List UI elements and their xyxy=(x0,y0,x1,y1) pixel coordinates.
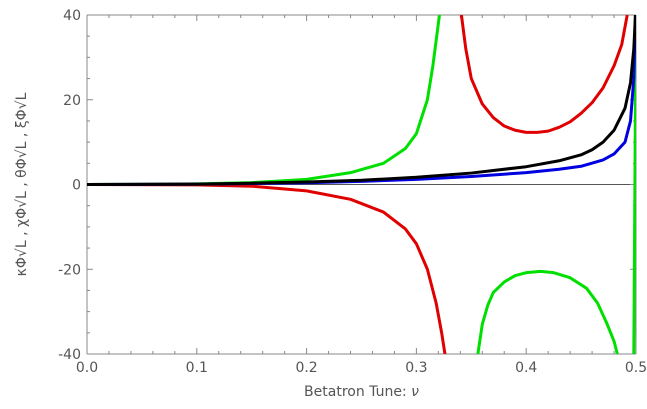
series-1-branch-3 xyxy=(632,15,636,354)
x-axis-title: Betatron Tune: ν xyxy=(304,384,419,400)
x-tick-label: 0.0 xyxy=(76,360,98,376)
y-tick-label: -20 xyxy=(58,262,81,278)
series-2-branch-2 xyxy=(459,15,629,134)
series-3-branch-1 xyxy=(87,15,636,186)
x-axis-ticks: 0.0 0.1 0.2 0.3 0.4 0.5 xyxy=(76,15,647,376)
series-layer xyxy=(87,15,636,354)
y-axis-ticks: -40 -20 0 20 40 xyxy=(58,8,636,363)
x-tick-label: 0.2 xyxy=(295,360,317,376)
x-tick-label: 0.3 xyxy=(405,360,427,376)
y-tick-label: -40 xyxy=(58,347,81,363)
x-axis-title-text: Betatron Tune: xyxy=(304,384,411,400)
series-2-branch-1 xyxy=(87,183,447,354)
y-tick-label: 0 xyxy=(72,178,81,194)
y-tick-label: 20 xyxy=(63,93,81,109)
x-tick-label: 0.5 xyxy=(625,360,647,376)
series-1-branch-2 xyxy=(476,269,619,354)
y-tick-label: 40 xyxy=(63,8,81,24)
series-4-branch-1 xyxy=(87,15,636,186)
x-tick-label: 0.1 xyxy=(186,360,208,376)
y-axis-title: κΦ√L , χΦ√L , θΦ√L , ξΦ√L xyxy=(14,92,30,276)
x-tick-label: 0.4 xyxy=(515,360,537,376)
x-axis-title-symbol: ν xyxy=(411,384,419,400)
series-1-branch-1 xyxy=(87,15,441,186)
